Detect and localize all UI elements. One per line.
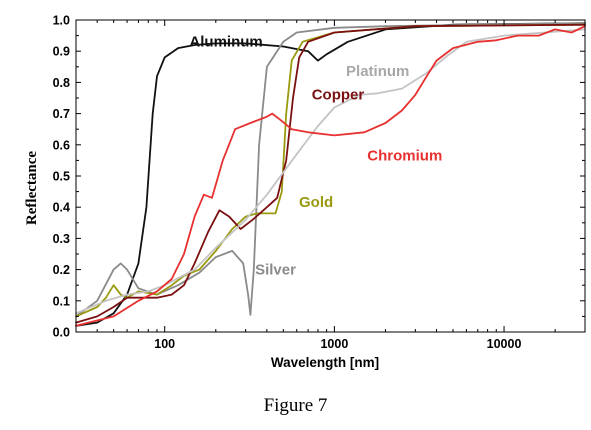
annotation-platinum: Platinum [346,63,409,80]
y-tick-label: 0.0 [53,326,70,340]
x-axis: 100 1000 10000 [75,20,586,351]
y-tick-label: 0.9 [53,45,70,59]
series-line-platinum [75,28,586,315]
plot-lines [75,22,586,327]
y-tick-label: 0.5 [53,170,70,184]
y-tick-label: 1.0 [53,14,70,28]
reflectance-chart: Aluminum Platinum Copper Chromium Gold Silver… [24,14,586,370]
x-axis-title: Wavelength [nm] [271,355,379,370]
x-tick-label: 1000 [320,337,348,351]
annotation-aluminum: Aluminum [189,34,262,51]
y-tick-label: 0.8 [53,76,70,90]
figure-caption: Figure 7 [263,395,328,416]
y-tick-label: 0.6 [53,138,70,152]
x-tick-label: 100 [154,337,175,351]
series-line-copper [75,23,586,324]
y-axis-title: Reflectance [24,151,40,225]
y-tick-label: 0.1 [53,294,70,308]
plot-frame [75,19,586,333]
series-line-gold [75,23,586,318]
y-tick-label: 0.4 [53,201,70,215]
y-tick-label: 0.7 [53,107,70,121]
y-tick-label: 0.2 [53,263,70,277]
x-tick-label: 10000 [487,337,522,351]
annotation-copper: Copper [312,87,365,104]
annotation-gold: Gold [299,194,333,211]
series-line-silver [75,22,586,318]
series-line-chromium [75,25,586,327]
y-axis: 0.0 0.1 0.2 0.3 0.4 0.5 0.6 0.7 0.8 0.9 1.0 [53,14,585,340]
y-tick-label: 0.3 [53,232,70,246]
annotation-chromium: Chromium [367,147,442,164]
annotations: Aluminum Platinum Copper Chromium Gold Silver [189,34,442,279]
series-line-aluminum [75,22,586,327]
annotation-silver: Silver [255,261,296,278]
